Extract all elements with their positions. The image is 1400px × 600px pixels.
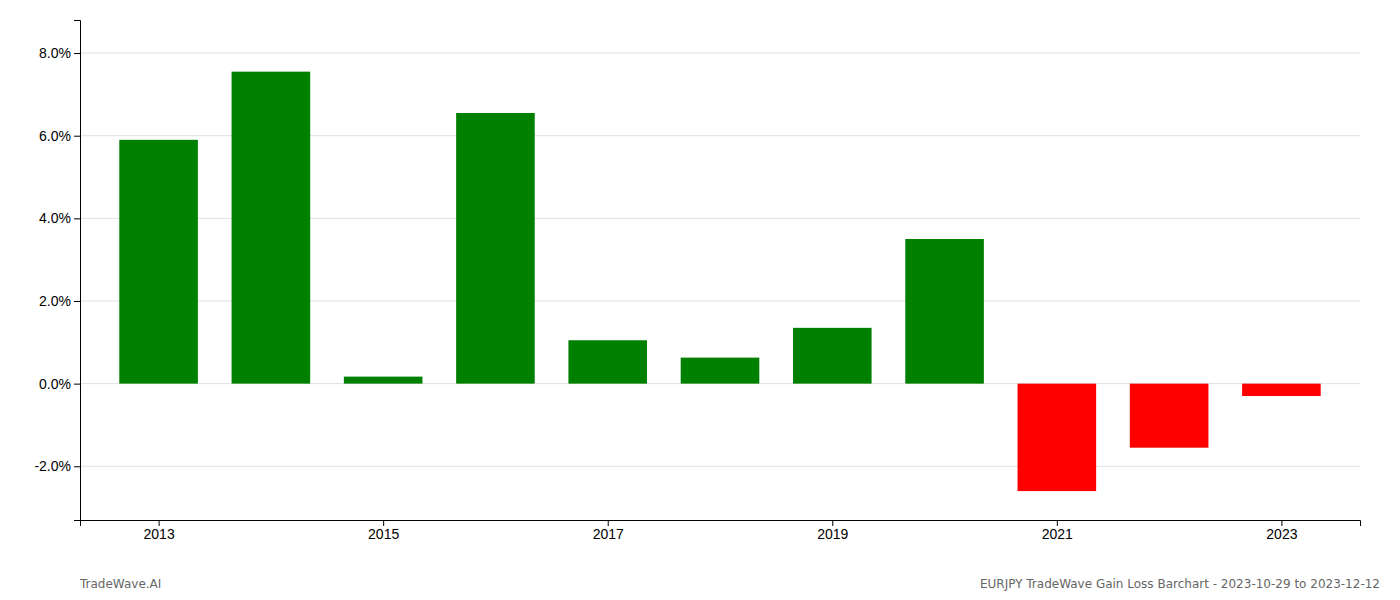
y-tick-label: 4.0% bbox=[39, 210, 71, 226]
y-tick-label: -2.0% bbox=[34, 458, 71, 474]
x-tick-label: 2013 bbox=[144, 526, 175, 542]
chart: -2.0%0.0%2.0%4.0%6.0%8.0%201320152017201… bbox=[0, 0, 1400, 600]
bar bbox=[1018, 384, 1097, 491]
y-tick: 2.0% bbox=[39, 293, 80, 309]
y-tick: 8.0% bbox=[39, 45, 80, 61]
bar bbox=[456, 113, 535, 384]
footer: TradeWave.AI EURJPY TradeWave Gain Loss B… bbox=[79, 577, 1380, 591]
grid-line bbox=[80, 53, 1360, 54]
bars bbox=[119, 72, 1320, 491]
y-tick: 4.0% bbox=[39, 210, 80, 226]
x-tick: 2013 bbox=[144, 520, 175, 542]
bar bbox=[793, 328, 872, 384]
x-tick-label: 2015 bbox=[368, 526, 399, 542]
y-tick-mark bbox=[74, 301, 80, 302]
bar bbox=[568, 340, 647, 383]
grid bbox=[80, 53, 1360, 466]
y-tick-mark bbox=[74, 218, 80, 219]
y-tick-mark bbox=[74, 53, 80, 54]
y-tick-mark bbox=[74, 466, 80, 467]
bar bbox=[344, 377, 423, 384]
x-tick: 2021 bbox=[1042, 520, 1073, 542]
y-axis: -2.0% 0.0% 2.0% 4.0% 6.0% 8.0% bbox=[34, 21, 80, 521]
x-tick-label: 2019 bbox=[817, 526, 848, 542]
x-axis-line bbox=[81, 521, 1361, 527]
y-tick-label: 8.0% bbox=[39, 45, 71, 61]
y-tick: 6.0% bbox=[39, 128, 80, 144]
x-tick: 2017 bbox=[593, 520, 624, 542]
footer-text: EURJPY TradeWave Gain Loss Barchart - 20… bbox=[980, 577, 1380, 591]
x-tick-label: 2021 bbox=[1042, 526, 1073, 542]
x-axis: 2013 2015 2017 2019 2021 2023 bbox=[81, 520, 1361, 542]
y-tick: 0.0% bbox=[39, 376, 80, 392]
y-tick: -2.0% bbox=[34, 458, 80, 474]
bar bbox=[232, 72, 311, 384]
x-tick: 2019 bbox=[817, 520, 848, 542]
y-tick-mark bbox=[74, 384, 80, 385]
x-tick-label: 2017 bbox=[593, 526, 624, 542]
y-tick-label: 6.0% bbox=[39, 128, 71, 144]
footer-text: TradeWave.AI bbox=[79, 577, 161, 591]
x-tick-label: 2023 bbox=[1266, 526, 1297, 542]
grid-line bbox=[80, 466, 1360, 467]
y-tick-label: 0.0% bbox=[39, 376, 71, 392]
y-axis-line bbox=[74, 21, 81, 521]
bar bbox=[681, 358, 760, 384]
y-tick-mark bbox=[74, 136, 80, 137]
bar bbox=[119, 140, 198, 384]
plot: -2.0%0.0%2.0%4.0%6.0%8.0%201320152017201… bbox=[34, 21, 1360, 542]
bar bbox=[1130, 384, 1209, 448]
bar bbox=[905, 239, 984, 384]
y-tick-label: 2.0% bbox=[39, 293, 71, 309]
bar bbox=[1242, 384, 1321, 396]
x-tick: 2015 bbox=[368, 520, 399, 542]
x-tick: 2023 bbox=[1266, 520, 1297, 542]
